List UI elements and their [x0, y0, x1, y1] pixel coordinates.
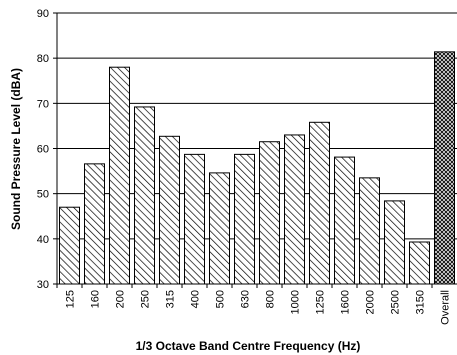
- y-tick-label: 40: [37, 234, 49, 246]
- x-tick-label: 500: [215, 290, 227, 308]
- y-tick-label: 60: [37, 144, 49, 156]
- x-tick-labels: 125 160 200 250 315 400 500 630 800 1000 1250 1600 2…: [56, 284, 452, 325]
- bar-500: [209, 172, 230, 285]
- x-tick-label: 1250: [315, 290, 327, 314]
- x-tick-label: Overall: [440, 290, 452, 325]
- x-tick-label: 2500: [390, 290, 402, 314]
- x-tick-label: 1000: [290, 290, 302, 314]
- bar-630: [234, 153, 255, 285]
- y-axis-title: Sound Pressure Level (dBA): [9, 68, 23, 230]
- y-tick-label: 90: [37, 8, 49, 20]
- x-tick-label: 315: [165, 290, 177, 308]
- bar-2500: [384, 200, 405, 285]
- x-tick-label: 160: [90, 290, 102, 308]
- x-tick-label: 250: [140, 290, 152, 308]
- y-tick-label: 80: [37, 53, 49, 65]
- bar-3150: [409, 241, 430, 285]
- x-tick-label: 630: [240, 290, 252, 308]
- bar-1250: [309, 121, 330, 285]
- y-tick-label: 50: [37, 189, 49, 201]
- bar-160: [84, 163, 105, 285]
- x-tick-label: 2000: [365, 290, 377, 314]
- bars: [59, 51, 455, 285]
- bar-125: [59, 206, 80, 285]
- x-tick-label: 3150: [415, 290, 427, 314]
- bar-2000: [359, 177, 380, 285]
- bar-200: [109, 66, 130, 285]
- x-tick-label: 200: [115, 290, 127, 308]
- bar-250: [134, 106, 155, 285]
- y-tick-label: 70: [37, 98, 49, 110]
- bar-400: [184, 153, 205, 285]
- bar-1000: [284, 134, 305, 285]
- x-axis-title: 1/3 Octave Band Centre Frequency (Hz): [136, 339, 361, 353]
- bar-315: [159, 135, 180, 285]
- bar-800: [259, 141, 280, 285]
- x-tick-label: 400: [190, 290, 202, 308]
- x-tick-label: 125: [65, 290, 77, 308]
- bar-overall: [434, 51, 455, 285]
- bar-1600: [334, 156, 355, 285]
- x-tick-label: 1600: [340, 290, 352, 314]
- x-tick-label: 800: [265, 290, 277, 308]
- y-tick-label: 30: [37, 279, 49, 291]
- y-tick-labels: 30 40 50 60 70 80 90: [37, 8, 57, 291]
